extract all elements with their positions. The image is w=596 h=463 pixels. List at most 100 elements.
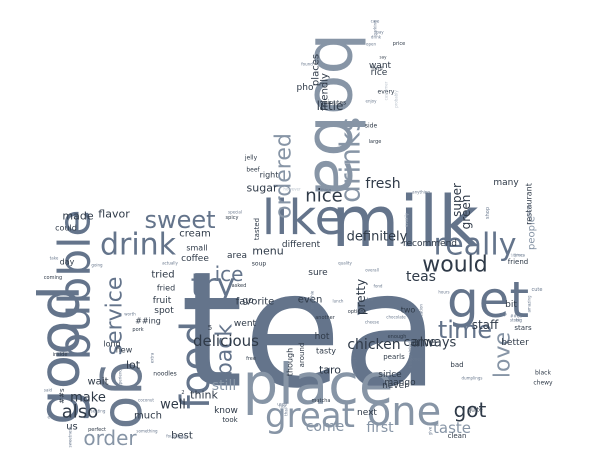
word-little-48: little [317, 99, 344, 113]
word-fond-166: fond [374, 284, 383, 289]
word-price-112: price [393, 41, 405, 47]
word-said-170: said [44, 388, 53, 393]
word-mango-74: mango [384, 378, 416, 388]
word-also-26: also [62, 402, 98, 423]
word-make-34: make [70, 391, 106, 406]
word-new-86: new [116, 346, 133, 355]
word-s-124: ##s [58, 388, 66, 404]
word-amazing-184: amazing [527, 295, 532, 313]
word-take-175: take [50, 256, 59, 261]
word-coffee-63: coffee [181, 254, 209, 264]
word-hours-183: hours [438, 290, 449, 295]
word-anything-159: anything [412, 190, 430, 195]
word-since-72: since [378, 370, 402, 380]
word-asked-121: asked [232, 283, 247, 289]
word-coconut-137: coconut [138, 398, 154, 403]
word-took-122: took [222, 416, 238, 424]
word-side-107: side [365, 123, 378, 130]
word-time-16: time [438, 316, 492, 344]
word-tried-52: tried [151, 270, 174, 281]
word-fresh-30: fresh [365, 176, 400, 192]
word-pay-185: pay [376, 30, 384, 35]
word-free-131: free [246, 356, 256, 362]
word-flavors-180: flavors [527, 203, 532, 217]
word-drink-187: drink [371, 35, 382, 40]
word-fruit-78: fruit [153, 296, 172, 306]
word-best-53: best [171, 431, 193, 442]
word-pearls-101: pearls [383, 353, 405, 361]
word-ing-125: ##ing [135, 317, 161, 326]
word-ed-176: ##ed [510, 314, 522, 319]
word-3-179: 3 [389, 370, 392, 375]
word-every-108: every [378, 89, 395, 96]
word-experience-169: experience [118, 366, 123, 389]
word-bit-76: bit [505, 300, 517, 310]
word-never-73: never [382, 381, 408, 391]
word-minutes-105: minutes [322, 100, 346, 107]
word-back-20: back [213, 324, 238, 377]
word-super-44: super [450, 183, 464, 217]
word-order-24: order [83, 426, 137, 450]
word-quite-98: quite [467, 407, 483, 414]
word-enjoy-133: enjoy [366, 99, 378, 104]
word-actually-155: actually [162, 261, 178, 266]
word-recommend-57: recommend [403, 239, 457, 249]
word-soup-111: soup [252, 261, 267, 268]
word-5-126: 5 [208, 324, 212, 332]
word-menu-41: menu [252, 245, 283, 258]
word-came-37: came [403, 335, 436, 349]
word-pho-82: pho [297, 83, 314, 93]
word-coming-115: coming [44, 275, 62, 281]
word-something-158: something [136, 429, 158, 434]
word-really-15: really [434, 228, 517, 263]
word-taro-68: taro [319, 364, 341, 377]
word-right-85: right [260, 171, 279, 180]
word-different-56: different [282, 240, 321, 250]
word-tea-165: tea [367, 297, 374, 302]
word-even-55: even [298, 295, 323, 306]
word-flavor-40: flavor [98, 208, 130, 221]
word-spot-79: spot [154, 306, 174, 316]
word-worth-135: worth [124, 312, 136, 317]
word-thai-174: thai [284, 408, 289, 416]
word-care-189: care [371, 19, 380, 24]
word-nice-27: nice [305, 186, 342, 207]
word-great-11: great [265, 396, 355, 436]
word-green-45: green [459, 195, 473, 230]
word-probably-147: probably [394, 90, 399, 108]
word-fried-88: fried [157, 284, 175, 293]
word-times-156: times [513, 253, 524, 258]
word-dumplings-140: dumplings [462, 376, 483, 381]
word-places-50: places [311, 54, 322, 86]
word-restaurant-59: restaurant [525, 183, 534, 225]
word-favorite-62: favorite [236, 297, 275, 308]
word-could-89: could [55, 224, 77, 233]
word-good-4: good [28, 285, 93, 425]
word-another-129: another [315, 315, 335, 321]
word-first-33: first [366, 420, 394, 436]
word-get-6: get [447, 271, 529, 329]
word-small-87: small [186, 244, 207, 253]
word-store-163: store [510, 318, 521, 323]
word-big-162: big [516, 318, 523, 323]
word-many-58: many [493, 178, 519, 188]
word-pretty-43: pretty [354, 279, 368, 315]
word-black-96: black [535, 370, 551, 377]
word-go-81: go [242, 296, 254, 306]
word-enough-130: enough [388, 334, 407, 340]
word-open-186: open [366, 42, 376, 47]
word-lunch-134: lunch [333, 299, 344, 304]
word-found-152: found [301, 62, 313, 67]
word-matcha-118: matcha [312, 398, 331, 404]
word-friendly-49: friendly [320, 73, 331, 111]
word-spicy-117: spicy [226, 215, 239, 221]
word-rice-83: rice [371, 68, 388, 78]
word-cute-145: cute [532, 287, 543, 293]
word-tapioca-151: tapioca [511, 253, 526, 258]
word-honey-173: honey [410, 357, 423, 362]
word-chewy-97: chewy [533, 380, 553, 387]
word-overall-136: overall [365, 268, 379, 273]
word-chicken-29: chicken [347, 337, 400, 353]
word-definitely-38: definitely [347, 230, 408, 245]
